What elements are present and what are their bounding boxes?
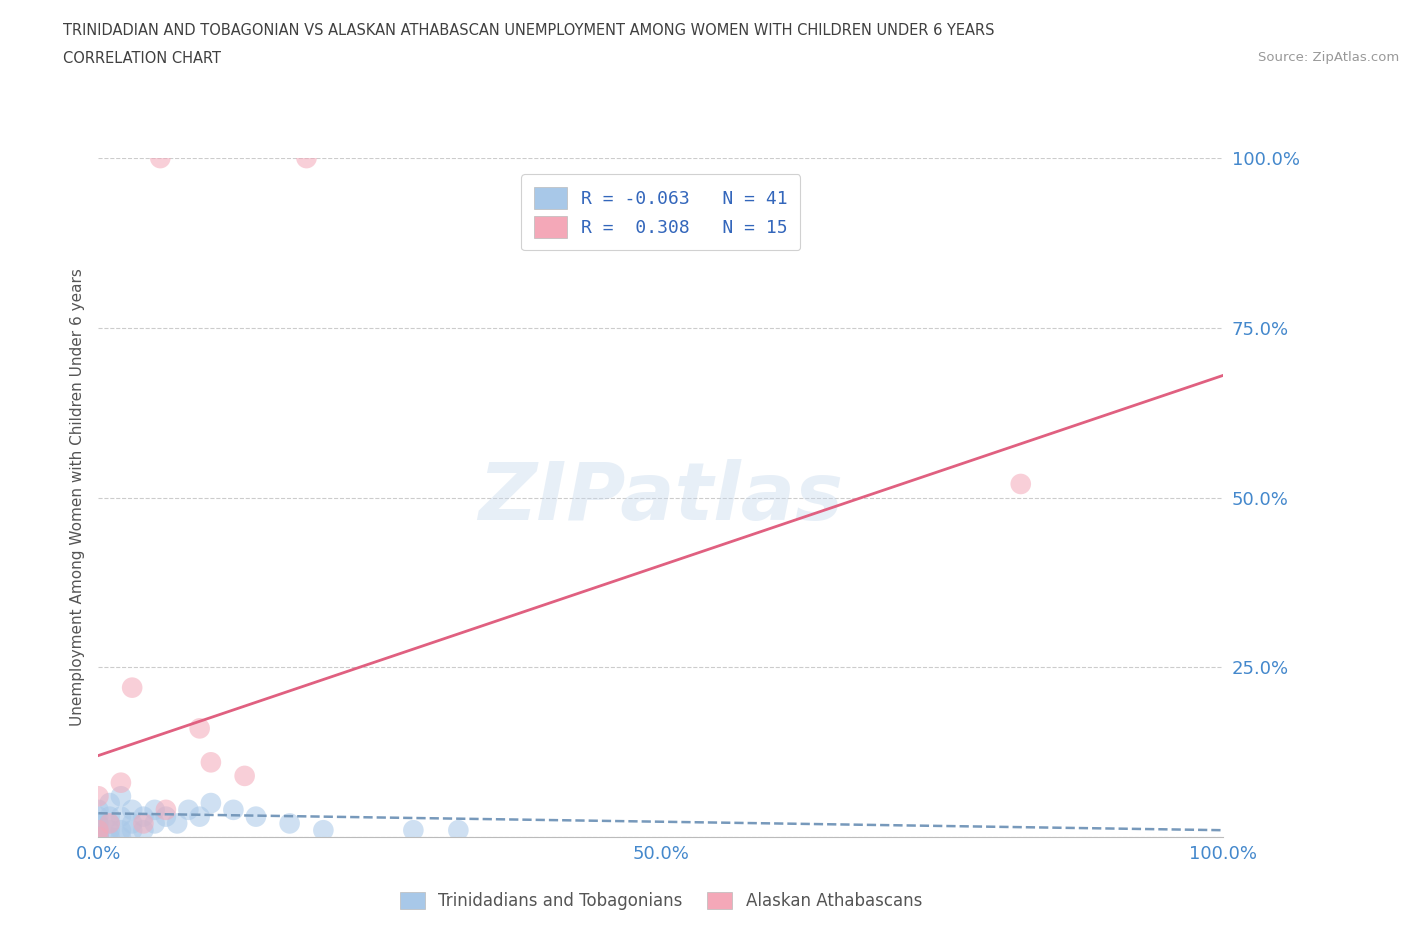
Point — [87, 823, 110, 838]
Point — [188, 809, 211, 824]
Point — [295, 151, 318, 166]
Point — [98, 809, 121, 824]
Point — [87, 830, 110, 844]
Point — [188, 721, 211, 736]
Point — [402, 823, 425, 838]
Point — [149, 151, 172, 166]
Point — [98, 823, 121, 838]
Point — [87, 823, 110, 838]
Legend: R = -0.063   N = 41, R =  0.308   N = 15: R = -0.063 N = 41, R = 0.308 N = 15 — [522, 174, 800, 250]
Point — [143, 816, 166, 830]
Point — [87, 803, 110, 817]
Point — [87, 809, 110, 824]
Point — [98, 796, 121, 811]
Point — [121, 803, 143, 817]
Point — [132, 809, 155, 824]
Point — [87, 789, 110, 804]
Point — [200, 796, 222, 811]
Point — [447, 823, 470, 838]
Point — [121, 680, 143, 695]
Point — [132, 816, 155, 830]
Point — [98, 830, 121, 844]
Point — [110, 809, 132, 824]
Point — [87, 816, 110, 830]
Point — [222, 803, 245, 817]
Point — [1010, 476, 1032, 491]
Y-axis label: Unemployment Among Women with Children Under 6 years: Unemployment Among Women with Children U… — [69, 269, 84, 726]
Point — [177, 803, 200, 817]
Point — [87, 830, 110, 844]
Point — [110, 776, 132, 790]
Point — [278, 816, 301, 830]
Point — [155, 803, 177, 817]
Point — [87, 830, 110, 844]
Text: CORRELATION CHART: CORRELATION CHART — [63, 51, 221, 66]
Point — [98, 816, 121, 830]
Text: Source: ZipAtlas.com: Source: ZipAtlas.com — [1258, 51, 1399, 64]
Legend: Trinidadians and Tobagonians, Alaskan Athabascans: Trinidadians and Tobagonians, Alaskan At… — [392, 885, 929, 917]
Point — [110, 830, 132, 844]
Point — [312, 823, 335, 838]
Point — [98, 816, 121, 830]
Text: TRINIDADIAN AND TOBAGONIAN VS ALASKAN ATHABASCAN UNEMPLOYMENT AMONG WOMEN WITH C: TRINIDADIAN AND TOBAGONIAN VS ALASKAN AT… — [63, 23, 995, 38]
Point — [143, 803, 166, 817]
Point — [200, 755, 222, 770]
Point — [245, 809, 267, 824]
Point — [121, 816, 143, 830]
Point — [87, 830, 110, 844]
Point — [233, 768, 256, 783]
Point — [87, 830, 110, 844]
Point — [166, 816, 188, 830]
Point — [110, 789, 132, 804]
Point — [87, 830, 110, 844]
Text: ZIPatlas: ZIPatlas — [478, 458, 844, 537]
Point — [121, 823, 143, 838]
Point — [155, 809, 177, 824]
Point — [110, 823, 132, 838]
Point — [132, 823, 155, 838]
